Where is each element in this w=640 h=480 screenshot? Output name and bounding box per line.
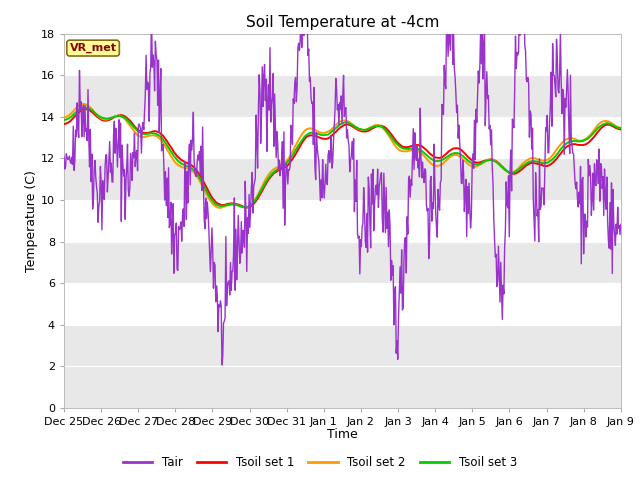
Title: Soil Temperature at -4cm: Soil Temperature at -4cm [246,15,439,30]
Bar [64,75,621,117]
Y-axis label: Temperature (C): Temperature (C) [25,170,38,272]
Bar [64,241,621,283]
X-axis label: Time: Time [327,429,358,442]
Legend: Tair, Tsoil set 1, Tsoil set 2, Tsoil set 3: Tair, Tsoil set 1, Tsoil set 2, Tsoil se… [118,452,522,474]
Text: VR_met: VR_met [70,43,116,53]
Bar [64,325,621,408]
Bar [64,158,621,200]
